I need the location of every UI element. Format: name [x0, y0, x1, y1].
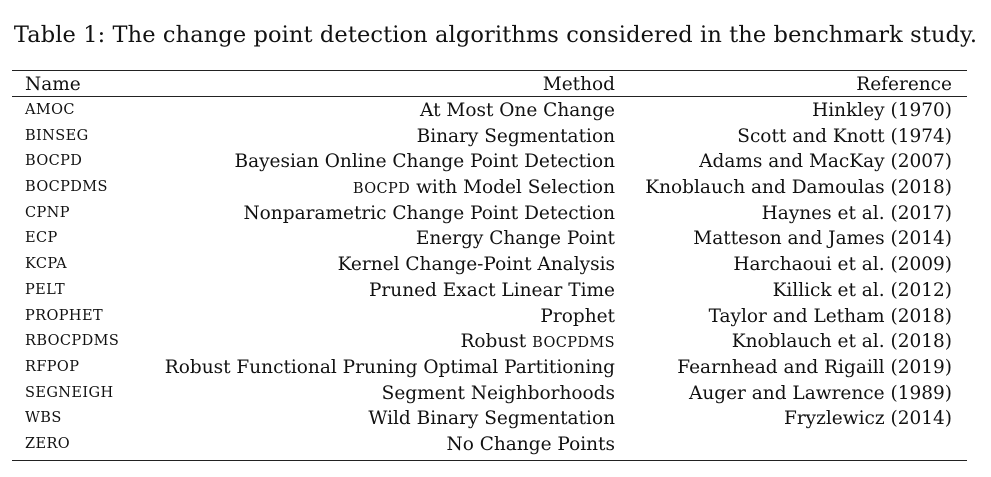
algorithm-method: Binary Segmentation — [417, 124, 615, 150]
algorithm-method-text: No Change Points — [446, 433, 616, 455]
table-row: WBS Wild Binary Segmentation Fryzlewicz (2… — [12, 406, 967, 432]
algorithm-method: Bayesian Online Change Point Detection — [234, 149, 615, 175]
table-row: ECP Energy Change Point Matteson and James… — [12, 226, 967, 252]
table-row: RFPOP Robust Functional Pruning Optimal P… — [12, 355, 967, 381]
algorithm-name: BOCPD — [25, 153, 83, 170]
algorithm-method: Prophet — [540, 304, 615, 330]
algorithm-method: No Change Points — [447, 432, 616, 458]
algorithm-name: CPNP — [25, 204, 70, 221]
algorithm-method-text: Prophet — [540, 305, 615, 327]
header-name: Name — [25, 74, 81, 95]
table-body: AMOC At Most One Change Hinkley (1970) BINS… — [12, 97, 967, 460]
table-row: PROPHET Prophet Taylor and Letham (2018) — [12, 304, 967, 330]
table-row: BOCPD Bayesian Online Change Point Detect… — [12, 149, 967, 175]
algorithm-name: ZERO — [25, 435, 71, 452]
table-row: SEGNEIGH Segment Neighborhoods Auger and L… — [12, 381, 967, 407]
algorithm-name: ECP — [25, 230, 58, 247]
algorithm-reference: Adams and MacKay (2007) — [699, 151, 952, 173]
algorithm-method-text: At Most One Change — [420, 100, 615, 121]
algorithm-name: PROPHET — [25, 307, 104, 324]
algorithm-reference: Fryzlewicz (2014) — [784, 408, 952, 430]
algorithm-method: At Most One Change — [420, 98, 615, 124]
algorithm-method-text: Bayesian Online Change Point Detection — [234, 151, 615, 173]
algorithm-method: Robust BOCPDMS — [460, 329, 615, 357]
algorithm-name: RBOCPDMS — [25, 333, 120, 350]
header-method: Method — [542, 74, 615, 95]
algorithm-reference: Knoblauch and Damoulas (2018) — [645, 177, 952, 199]
algorithm-method-text: Kernel Change-Point Analysis — [337, 254, 615, 276]
algorithm-reference: Fearnhead and Rigaill (2019) — [677, 356, 952, 378]
algorithm-reference: Taylor and Letham (2018) — [708, 305, 952, 327]
algorithm-reference: Matteson and James (2014) — [693, 228, 952, 250]
table-row: RBOCPDMS Robust BOCPDMS Knoblauch et al. (… — [12, 329, 967, 355]
table-header-row: Name Method Reference — [12, 71, 967, 96]
algorithm-method-text: Pruned Exact Linear Time — [368, 279, 615, 301]
algorithm-name: PELT — [25, 281, 66, 298]
header-reference: Reference — [856, 74, 952, 95]
algorithm-method-text: Robust Functional Pruning Optimal Partit… — [164, 356, 615, 378]
algorithm-method-text: Energy Change Point — [415, 228, 615, 250]
algorithm-name: WBS — [25, 410, 62, 427]
algorithm-reference: Scott and Knott (1974) — [737, 125, 952, 147]
table-row: PELT Pruned Exact Linear Time Killick et a… — [12, 278, 967, 304]
algorithm-name: BOCPDMS — [25, 179, 108, 196]
algorithm-reference: Harchaoui et al. (2009) — [733, 254, 952, 276]
table-row: BINSEG Binary Segmentation Scott and Knott… — [12, 124, 967, 150]
table-header-rule — [12, 96, 967, 97]
algorithm-name: KCPA — [25, 256, 68, 273]
algorithm-method-prefix: BOCPD — [352, 181, 411, 198]
algorithm-method: Nonparametric Change Point Detection — [243, 201, 615, 227]
algorithm-reference: Auger and Lawrence (1989) — [688, 382, 952, 404]
algorithm-reference: Hinkley (1970) — [812, 100, 952, 121]
algorithm-method-text: Segment Neighborhoods — [381, 382, 615, 404]
algorithm-method-text: Wild Binary Segmentation — [368, 408, 615, 430]
algorithm-method: Energy Change Point — [416, 226, 615, 252]
table-row: BOCPDMS BOCPD with Model Selection Knoblau… — [12, 175, 967, 201]
algorithm-name: BINSEG — [25, 127, 89, 144]
table-top-rule — [12, 70, 967, 71]
algorithm-method: BOCPD with Model Selection — [353, 175, 615, 203]
table-row: ZERO No Change Points — [12, 432, 967, 458]
algorithm-name: AMOC — [25, 102, 75, 118]
algorithm-method: Wild Binary Segmentation — [368, 406, 615, 432]
algorithm-method: Segment Neighborhoods — [382, 381, 615, 407]
algorithm-reference: Knoblauch et al. (2018) — [731, 331, 952, 353]
table-row: CPNP Nonparametric Change Point Detection… — [12, 201, 967, 227]
algorithm-method: Pruned Exact Linear Time — [369, 278, 615, 304]
table-row: KCPA Kernel Change-Point Analysis Harchaou… — [12, 252, 967, 278]
algorithm-name: SEGNEIGH — [25, 384, 114, 401]
algorithm-reference: Haynes et al. (2017) — [761, 202, 952, 224]
algorithm-name: RFPOP — [25, 358, 80, 375]
algorithm-method: Kernel Change-Point Analysis — [338, 252, 615, 278]
algorithms-table: Name Method Reference AMOC At Most One Ch… — [12, 70, 967, 461]
algorithm-method: Robust Functional Pruning Optimal Partit… — [165, 355, 615, 381]
algorithm-reference: Killick et al. (2012) — [772, 279, 952, 301]
algorithm-method-text: with Model Selection — [410, 177, 615, 199]
table-bottom-rule — [12, 459, 967, 461]
table-row: AMOC At Most One Change Hinkley (1970) — [12, 98, 967, 124]
algorithm-method-text: Robust BOCPDMS — [460, 331, 615, 353]
algorithm-method-text: Binary Segmentation — [416, 125, 615, 147]
algorithm-method-text: Nonparametric Change Point Detection — [243, 202, 615, 224]
table-caption: Table 1: The change point detection algo… — [13, 22, 978, 48]
